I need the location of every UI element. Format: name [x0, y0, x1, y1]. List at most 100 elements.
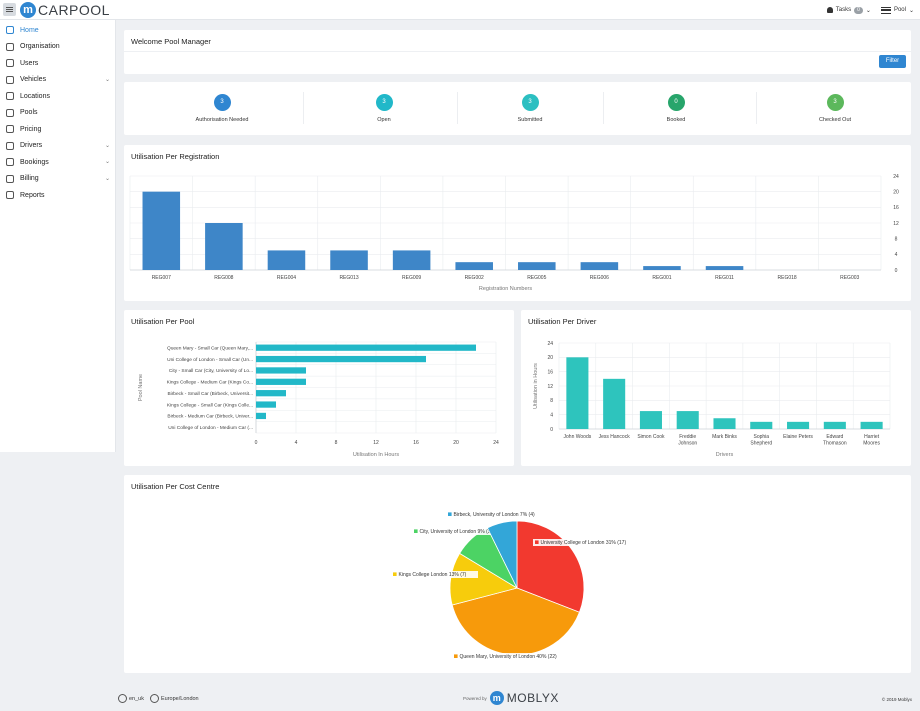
powered-by-logo[interactable]: Powered by m MOBLYX — [463, 691, 559, 705]
chevron-down-icon: ⌄ — [104, 142, 110, 149]
sidebar-item-label: Organisation — [20, 43, 60, 50]
registration-chart-title: Utilisation Per Registration — [131, 152, 220, 161]
sidebar-item-home[interactable]: Home — [0, 22, 116, 38]
bar[interactable] — [787, 421, 810, 429]
stat-booked[interactable]: 0 Booked — [601, 94, 751, 123]
bar[interactable] — [256, 412, 266, 420]
x-axis-title: Utilisation In Hours — [353, 452, 399, 458]
bar[interactable] — [860, 421, 883, 429]
stat-count-circle: 3 — [375, 94, 393, 111]
bar[interactable] — [205, 223, 243, 270]
bar[interactable] — [392, 250, 431, 270]
sidebar-item-label: Vehicles — [20, 76, 47, 83]
sidebar-item-drivers[interactable]: Drivers ⌄ — [0, 138, 116, 154]
x-tick-label: REG006 — [590, 275, 609, 281]
x-tick-label: Mark Binks — [712, 434, 737, 440]
x-tick-label: John Woods — [564, 434, 592, 440]
y-tick-label: City - Small Car (City, University of Lo… — [169, 368, 253, 374]
bar[interactable] — [256, 355, 426, 363]
bar[interactable] — [256, 344, 476, 351]
bar[interactable] — [705, 266, 744, 270]
stat-divider — [603, 92, 604, 124]
bar[interactable] — [256, 378, 306, 385]
bar[interactable] — [750, 421, 773, 429]
x-tick-label: Edward — [826, 434, 843, 440]
x-tick-label: Moores — [863, 441, 880, 447]
bar[interactable] — [566, 357, 589, 429]
stat-count-circle: 3 — [213, 94, 231, 111]
y-tick-label: 16 — [547, 369, 553, 375]
cost-centre-chart-card: Utilisation Per Cost Centre University C… — [124, 475, 911, 673]
sidebar-item-billing[interactable]: Billing ⌄ — [0, 171, 116, 187]
bar[interactable] — [580, 262, 619, 270]
y-tick-label: 12 — [547, 384, 553, 390]
stat-submitted[interactable]: 3 Submitted — [455, 94, 605, 123]
bar[interactable] — [142, 191, 181, 270]
x-tick-label: Simon Cook — [637, 434, 665, 440]
location-pin-icon — [6, 92, 14, 100]
stat-checked-out[interactable]: 3 Checked Out — [760, 94, 910, 123]
card-icon — [6, 125, 14, 133]
sidebar-item-pricing[interactable]: Pricing — [0, 121, 116, 137]
pie-slice[interactable] — [486, 520, 518, 589]
tasks-menu[interactable]: Tasks 0 ⌄ — [826, 6, 871, 14]
filter-button[interactable]: Filter — [879, 55, 906, 68]
x-tick-label: 20 — [453, 440, 459, 446]
y-tick-label: 16 — [893, 205, 899, 211]
svg-text:Queen Mary, University of Lond: Queen Mary, University of London 40% (22… — [460, 654, 558, 660]
bar[interactable] — [256, 390, 286, 397]
bar[interactable] — [455, 262, 493, 270]
svg-text:Kings College London 13% (7): Kings College London 13% (7) — [399, 572, 467, 578]
bar[interactable] — [823, 421, 846, 429]
chart-grid — [255, 341, 497, 434]
sidebar-item-label: Locations — [20, 92, 50, 100]
bar[interactable] — [518, 262, 556, 270]
bar[interactable] — [603, 378, 626, 429]
calendar-icon — [6, 158, 14, 166]
timezone-selector[interactable]: Europe/London — [150, 694, 199, 703]
locale-selector[interactable]: en_uk — [118, 694, 144, 703]
stat-label: Submitted — [517, 117, 543, 123]
stat-label: Booked — [666, 117, 686, 123]
x-tick-label: REG009 — [402, 275, 421, 281]
pie-slice-label: City, University of London 9% (5) — [412, 528, 513, 535]
sidebar-item-pools[interactable]: Pools — [0, 105, 116, 121]
bar[interactable] — [639, 411, 662, 429]
sidebar-item-bookings[interactable]: Bookings ⌄ — [0, 154, 116, 170]
x-tick-label: REG018 — [778, 275, 797, 281]
stat-open[interactable]: 3 Open — [309, 94, 459, 123]
sidebar: Home Organisation Users Vehicles ⌄ Locations P… — [0, 20, 116, 452]
bar[interactable] — [713, 418, 736, 429]
stat-divider — [755, 92, 757, 124]
bar[interactable] — [330, 250, 368, 270]
y-tick-label: 24 — [547, 341, 553, 347]
bar[interactable] — [256, 401, 276, 408]
driver-chart-card: Utilisation Per Driver 0 4 8 12 16 20 24 John W… — [521, 310, 911, 466]
home-icon — [6, 26, 14, 34]
sidebar-item-reports[interactable]: Reports — [0, 187, 116, 203]
x-tick-label: REG003 — [840, 275, 859, 281]
bar[interactable] — [643, 266, 681, 270]
sidebar-item-locations[interactable]: Locations — [0, 88, 116, 104]
sidebar-item-vehicles[interactable]: Vehicles ⌄ — [0, 72, 116, 88]
svg-text:Birbeck, University of London: Birbeck, University of London 7% (4) — [454, 512, 535, 518]
cost-centre-pie-chart: University College of London 31% (17) Que… — [391, 511, 645, 660]
y-tick-label: Queen Mary - Small Car (Queen Mary,... — [167, 345, 253, 351]
bar[interactable] — [267, 250, 306, 270]
pie-slice-label: Birbeck, University of London 7% (4) — [446, 511, 555, 518]
pool-menu[interactable]: Pool ⌄ — [880, 6, 914, 14]
sidebar-item-organisation[interactable]: Organisation — [0, 39, 116, 55]
sidebar-item-label: Users — [20, 59, 39, 67]
stat-authorisation-needed[interactable]: 3 Authorisation Needed — [147, 94, 297, 123]
footer: en_uk Europe/London Powered by m MOBLYX … — [0, 686, 920, 711]
bar[interactable] — [676, 411, 699, 429]
welcome-card: Welcome Pool Manager Filter — [124, 30, 911, 74]
pool-bar-chart: 0 4 8 12 16 20 24 Queen Mary - Small Car (Queen… — [138, 341, 499, 458]
y-tick-label: Uni College of London - Small Car (Un... — [167, 357, 253, 363]
pool-chart-card: Utilisation Per Pool 0 4 8 12 16 20 24 Queen Ma… — [124, 310, 514, 466]
bar[interactable] — [256, 367, 306, 374]
stat-count-circle: 0 — [667, 94, 685, 111]
hamburger-menu-icon[interactable] — [3, 3, 16, 16]
sidebar-item-users[interactable]: Users — [0, 55, 116, 71]
copyright: © 2019 Moblyx — [881, 697, 912, 702]
